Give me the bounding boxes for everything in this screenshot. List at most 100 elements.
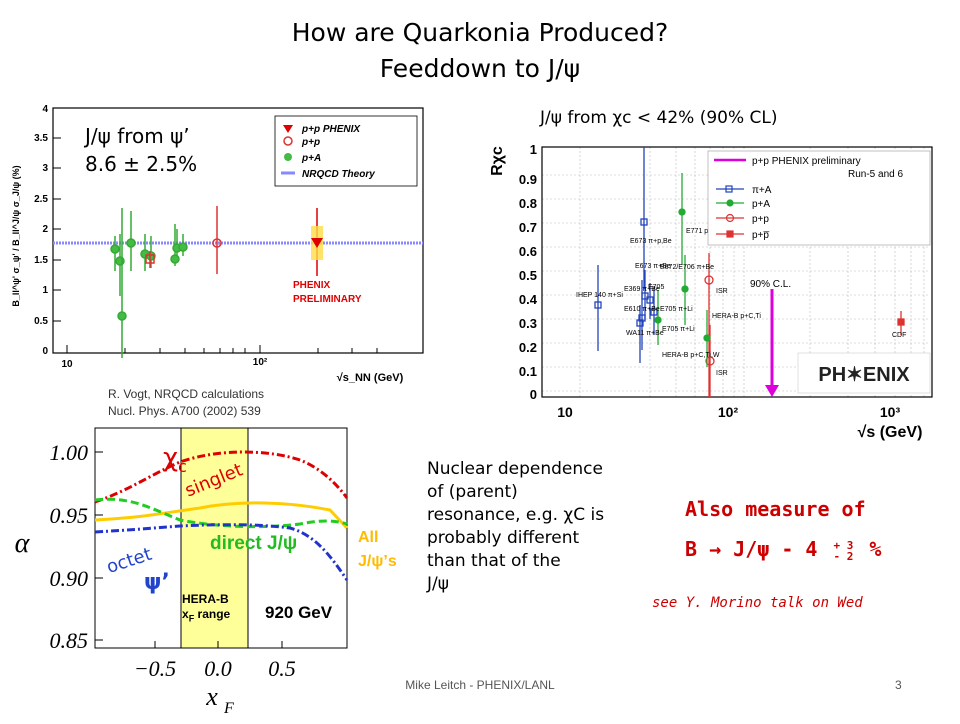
exp-label: E705 π+Li xyxy=(660,306,693,313)
plot-frame xyxy=(52,107,424,354)
x-tick-label: 0.0 xyxy=(204,656,232,681)
legend-label: p+p xyxy=(752,214,769,225)
exp-label: E673 π+Be xyxy=(635,263,671,270)
y-axis-label: B_ll^ψ' σ_ψ' / B_ll^J/ψ σ_J/ψ (%) xyxy=(11,165,21,306)
exp-label: CDF xyxy=(892,332,906,339)
annotation-line: J/ψ from ψ’ xyxy=(85,124,190,148)
y-tick-label: 0 xyxy=(42,346,48,357)
legend-label: p+p xyxy=(301,137,320,148)
exp-label: HERA-B p+C,Ti,W xyxy=(662,352,720,359)
chic-headline: J/ψ from χc < 42% (90% CL) xyxy=(540,108,778,128)
y-tick-label: 0.4 xyxy=(519,292,538,307)
y-tick-label: 0.9 xyxy=(519,172,537,187)
y-axis-label: Rχc xyxy=(489,146,506,176)
legend-label: p+A xyxy=(752,199,770,210)
y-tick-label: 0.7 xyxy=(519,220,537,235)
xf-axis-label-sub: F xyxy=(223,700,234,717)
y-tick-label: 1.00 xyxy=(50,440,89,465)
ppbar-point xyxy=(897,311,905,335)
y-tick-label: 0.5 xyxy=(519,268,537,283)
y-tick-label: 3.5 xyxy=(34,133,48,144)
slide-title-line1: How are Quarkonia Produced? xyxy=(291,18,669,47)
legend-label: π+A xyxy=(752,185,772,196)
chic-singlet-curve xyxy=(94,450,349,504)
herab-label-sub: F xyxy=(188,613,195,624)
psi-prime-ratio-plot: 0 0.5 1 1.5 2 2.5 3 3.5 4 10 10² √s_NN (… xyxy=(5,96,430,384)
citation-line: Nucl. Phys. A700 (2002) 539 xyxy=(108,404,261,418)
beam-energy-label: 920 GeV xyxy=(265,603,333,622)
note-line: than that of the xyxy=(427,551,561,571)
also-measure-line1: Also measure of xyxy=(685,497,866,521)
x-axis-label: √s_NN (GeV) xyxy=(337,372,404,384)
y-tick-label: 2.5 xyxy=(34,194,48,205)
chic-fraction-plot: 0 0.1 0.2 0.3 0.4 0.5 0.6 0.7 0.8 0.9 1 … xyxy=(480,135,945,445)
note-line: J/ψ xyxy=(427,574,449,594)
legend-label: p+p̅ xyxy=(752,230,769,241)
piA-points xyxy=(594,147,658,363)
y-tick-label: 0.2 xyxy=(519,340,537,355)
exp-label: E672/E706 π+Be xyxy=(660,264,714,271)
citation-line: R. Vogt, NRQCD calculations xyxy=(108,387,265,401)
percent-sign: % xyxy=(869,537,882,561)
exp-label: E369 π+Be xyxy=(624,286,660,293)
psiprime-label: ψ’ xyxy=(144,570,170,595)
x-tick-label: 10³ xyxy=(880,404,901,420)
exp-label: HERA-B p+C,Ti xyxy=(712,313,761,320)
y-tick-label: 0.6 xyxy=(519,244,537,259)
citation: R. Vogt, NRQCD calculations Nucl. Phys. … xyxy=(108,386,264,420)
x-tick-label: −0.5 xyxy=(134,656,176,681)
y-tick-label: 0.8 xyxy=(519,196,537,211)
herab-label-tail: range xyxy=(194,607,231,621)
y-tick-label: 0.90 xyxy=(50,566,89,591)
y-tick-label: 1.5 xyxy=(34,255,48,266)
legend-label: p+p PHENIX preliminary xyxy=(752,156,861,167)
all-jpsi-label-line: J/ψ’s xyxy=(358,553,397,570)
left-legend: p+p PHENIX p+p p+A NRQCD Theory xyxy=(274,115,418,187)
also-measure-line2: B → J/ψ - 4 + 3 - 2 % xyxy=(685,537,881,562)
psi-prime-chart-svg: 0 0.5 1 1.5 2 2.5 3 3.5 4 10 10² √s_NN (… xyxy=(5,96,430,384)
exp-label: E673 π+p,Be xyxy=(630,238,672,245)
right-legend: p+p PHENIX preliminary Run-5 and 6 π+A p… xyxy=(707,150,931,246)
legend-label: p+A xyxy=(301,153,321,164)
x-tick-label: 10 xyxy=(61,359,73,370)
legend-label: p+p PHENIX xyxy=(301,124,361,135)
psi-prime-annotation: J/ψ from ψ’ 8.6 ± 2.5% xyxy=(85,122,197,178)
herab-xf-range-band xyxy=(180,427,249,649)
exp-label: E705 π+Li xyxy=(662,326,695,333)
chic-symbol: χ xyxy=(163,443,179,473)
x-tick-label: 10² xyxy=(718,404,739,420)
y-tick-label: 0.85 xyxy=(50,628,89,653)
cl-label: 90% C.L. xyxy=(750,279,791,290)
exp-label: ISR xyxy=(716,288,728,295)
all-jpsi-label-line: All xyxy=(358,529,379,546)
note-line: Nuclear dependence xyxy=(427,459,603,479)
preliminary-label: PHENIX xyxy=(293,280,331,291)
y-tick-label: 4 xyxy=(42,104,48,115)
pp-points xyxy=(145,206,222,274)
herab-label-line: HERA-B xyxy=(182,592,229,606)
exp-label: E771 p+Si xyxy=(686,228,719,235)
y-tick-label: 1 xyxy=(530,142,537,157)
alpha-chart-svg: 1.00 0.95 0.90 0.85 −0.5 0.0 0.5 α x F xyxy=(0,420,400,720)
plot-frame xyxy=(541,146,933,398)
all-jpsi-curve xyxy=(94,501,349,530)
y-tick-label: 3 xyxy=(42,163,48,174)
exp-label: E610 π+Be xyxy=(624,306,660,313)
y-tick-label: 2 xyxy=(42,224,48,235)
x-tick-label: 10 xyxy=(557,404,573,420)
y-tick-label: 0.95 xyxy=(50,503,89,528)
exp-label: ISR xyxy=(716,370,728,377)
x-axis-label: √s (GeV) xyxy=(858,424,923,441)
annotation-line: 8.6 ± 2.5% xyxy=(85,152,198,176)
note-line: of (parent) xyxy=(427,482,518,502)
chic-curve-label: χc xyxy=(163,443,187,476)
note-line: resonance, e.g. χC is xyxy=(427,505,605,525)
page-number: 3 xyxy=(895,678,902,692)
nuclear-dependence-note: Nuclear dependence of (parent) resonance… xyxy=(427,458,604,596)
exp-label: WA11 π+Be xyxy=(626,330,664,337)
y-tick-label: 0.3 xyxy=(519,316,537,331)
exp-label: IHEP 140 π+Si xyxy=(576,292,623,299)
psiprime-octet-curve xyxy=(94,523,349,581)
xf-axis-label: x xyxy=(205,682,218,711)
y-tick-label: 0.5 xyxy=(34,316,48,327)
